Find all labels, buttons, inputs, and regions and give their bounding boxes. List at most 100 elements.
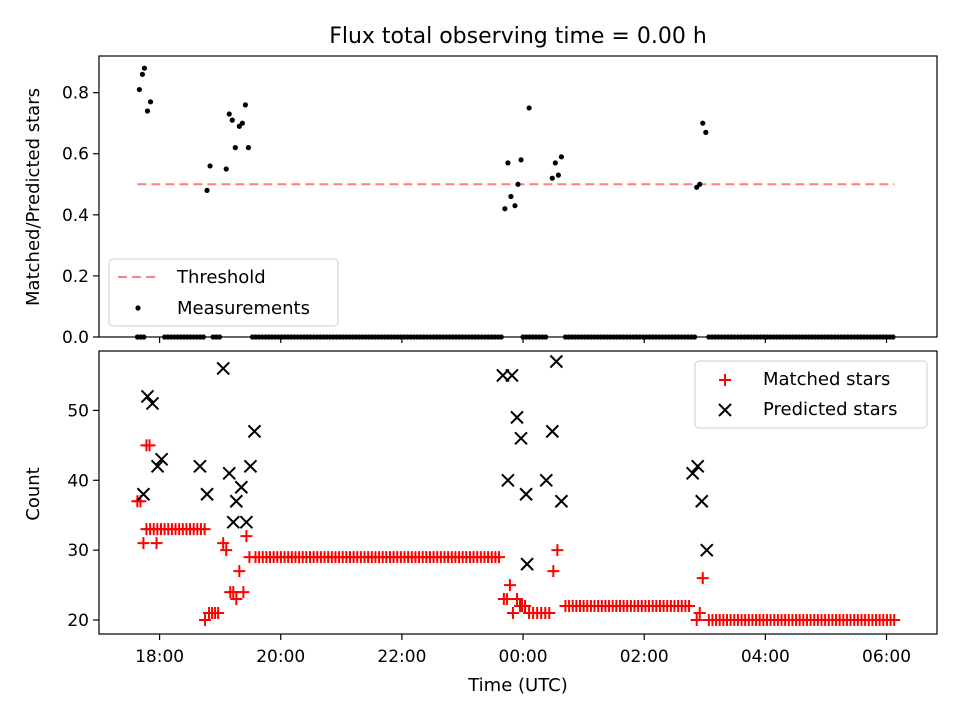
predicted-star-point <box>247 424 262 439</box>
measurement-point <box>518 157 524 163</box>
measurement-legend-label: Measurements <box>177 298 310 319</box>
measurement-point <box>558 154 565 160</box>
measurement-point <box>226 111 232 117</box>
predicted-star-point <box>193 459 207 474</box>
predicted-star-point <box>229 494 244 508</box>
matched-star-point <box>137 537 150 550</box>
measurement-point <box>505 160 511 166</box>
matched-star-point <box>227 586 240 599</box>
measurement-point <box>141 334 147 340</box>
x-tick-label: 04:00 <box>741 647 790 667</box>
measurement-point <box>200 334 206 340</box>
top-plot-area <box>98 55 938 338</box>
predicted-star-point <box>501 473 515 487</box>
bottom-y-tick-label: 50 <box>67 401 89 421</box>
measurement-point <box>515 181 521 187</box>
bottom-y-axis-label: Count <box>23 467 44 520</box>
predicted-star-point <box>216 361 230 376</box>
matched-star-point <box>519 600 532 613</box>
matched-star-point <box>217 537 230 550</box>
matched-star-point <box>143 439 156 452</box>
matched-star-point <box>240 530 253 543</box>
measurement-point <box>223 166 229 172</box>
predicted-star-point <box>510 410 524 425</box>
measurement-point <box>502 206 508 212</box>
measurement-point <box>498 334 504 340</box>
x-tick-label: 20:00 <box>256 647 305 667</box>
measurement-legend-swatch <box>135 305 141 311</box>
predicted-star-point <box>234 480 249 494</box>
matched-star-point <box>503 579 516 592</box>
matched-star-point <box>493 551 506 564</box>
matched-star-point <box>693 607 706 620</box>
measurement-point <box>147 99 154 105</box>
matched-star-point <box>212 607 225 620</box>
matched-star-point <box>237 586 250 599</box>
x-tick-label: 00:00 <box>499 647 548 667</box>
matched-star-point <box>510 593 523 606</box>
matched-legend-label: Matched stars <box>763 369 890 390</box>
matched-star-point <box>696 572 709 585</box>
predicted-star-point <box>243 459 258 474</box>
x-axis-label: Time (UTC) <box>467 675 568 696</box>
matched-star-point <box>547 565 560 578</box>
measurement-point <box>697 181 703 187</box>
chart-title: Flux total observing time = 0.00 h <box>329 24 707 49</box>
matched-star-point <box>500 593 513 606</box>
measurement-point <box>703 129 709 135</box>
measurement-point <box>239 120 245 126</box>
measurement-point <box>890 334 896 340</box>
x-tick-label: 06:00 <box>862 647 911 667</box>
predicted-star-point <box>554 494 569 508</box>
matched-star-point <box>198 523 211 536</box>
threshold-legend-label: Threshold <box>176 267 266 288</box>
measurement-point <box>543 334 549 340</box>
bottom-legend-box <box>694 360 928 429</box>
predicted-star-point <box>136 487 151 501</box>
matched-star-point <box>888 614 901 627</box>
predicted-star-point <box>140 389 155 404</box>
measurement-point <box>229 117 235 123</box>
bottom-y-tick-label: 40 <box>67 471 89 491</box>
x-tick-label: 18:00 <box>135 647 184 667</box>
top-y-tick-label: 0.8 <box>62 84 89 104</box>
top-y-tick-label: 0.0 <box>62 328 89 348</box>
measurement-point <box>526 105 532 111</box>
predicted-star-point <box>226 515 240 529</box>
predicted-star-point <box>154 452 169 467</box>
predicted-star-point <box>549 354 564 369</box>
matched-star-point <box>233 565 246 578</box>
predicted-legend-label: Predicted stars <box>763 399 897 420</box>
measurement-point <box>508 193 514 200</box>
predicted-star-point <box>539 473 553 487</box>
matched-legend-swatch <box>719 374 731 386</box>
measurement-point <box>136 86 142 93</box>
matched-star-point <box>230 593 243 606</box>
predicted-star-point <box>520 557 534 571</box>
top-legend-box <box>108 258 339 327</box>
predicted-star-point <box>514 431 528 446</box>
measurement-point <box>144 108 151 114</box>
x-tick-label: 22:00 <box>377 647 426 667</box>
matched-star-point <box>243 551 256 564</box>
predicted-star-point <box>691 459 705 474</box>
top-y-tick-label: 0.2 <box>62 267 89 287</box>
predicted-legend-swatch <box>718 403 732 417</box>
predicted-star-point <box>505 368 519 383</box>
measurement-point <box>555 172 561 178</box>
predicted-star-point <box>685 466 700 480</box>
top-y-axis-label: Matched/Predicted stars <box>23 88 44 306</box>
predicted-star-point <box>545 424 560 439</box>
measurement-point <box>216 334 223 340</box>
matched-star-point <box>220 544 233 557</box>
bottom-y-tick-label: 30 <box>67 541 89 561</box>
predicted-star-point <box>695 494 709 508</box>
matched-star-point <box>690 614 703 627</box>
matched-star-point <box>543 607 556 620</box>
measurement-point <box>512 203 518 209</box>
measurement-point <box>232 145 238 151</box>
count-panel: 20 30 40 50 18:00 20:00 22:00 00:00 02:00 04:00 06… <box>67 350 938 667</box>
measurement-point <box>204 187 210 193</box>
predicted-star-point <box>200 487 214 501</box>
